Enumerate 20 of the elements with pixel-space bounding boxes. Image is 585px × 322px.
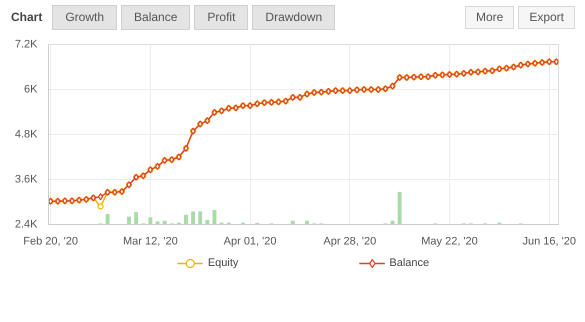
text: Growth bbox=[52, 5, 118, 30]
y-tick-label: 2.4K bbox=[14, 218, 38, 230]
text: Profit bbox=[194, 5, 248, 30]
text: More bbox=[464, 6, 514, 30]
y-tick-label: 3.6K bbox=[14, 174, 38, 186]
y-tick-label: 7.2K bbox=[14, 38, 38, 50]
text: Balance bbox=[121, 5, 190, 30]
x-tick-label: Mar 12, '20 bbox=[123, 236, 178, 248]
legend-label: Balance bbox=[389, 257, 430, 269]
legend-label: Equity bbox=[208, 257, 238, 269]
x-tick-label: May 22, '20 bbox=[421, 236, 478, 248]
chart-title: Chart bbox=[11, 10, 42, 24]
x-tick-label: Apr 01, '20 bbox=[224, 236, 277, 248]
text: Drawdown bbox=[252, 5, 336, 30]
y-tick-label: 4.8K bbox=[14, 128, 38, 140]
x-tick-label: Jun 16, '20 bbox=[522, 236, 576, 248]
y-tick-label: 6K bbox=[24, 84, 38, 96]
x-tick-label: Apr 28, '20 bbox=[323, 236, 376, 248]
text: Export bbox=[518, 6, 575, 30]
x-tick-label: Feb 20, '20 bbox=[23, 236, 78, 248]
